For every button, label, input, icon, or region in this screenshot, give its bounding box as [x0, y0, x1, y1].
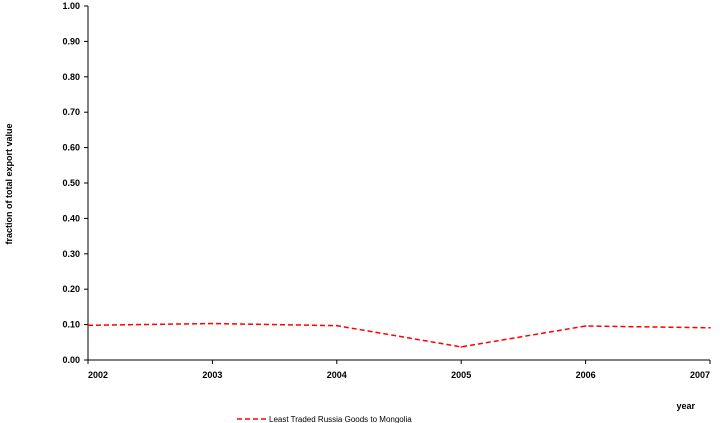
y-tick-label: 0.80 [62, 72, 80, 82]
x-axis-ticks: 2002 2003 2004 2005 2006 2007 [87, 360, 711, 380]
data-point [709, 326, 711, 329]
data-point [584, 325, 587, 327]
data-point [211, 322, 214, 325]
y-tick-label: 0.70 [62, 107, 80, 117]
data-point [87, 324, 89, 327]
y-tick-label: 0.40 [62, 213, 80, 223]
y-axis-title: fraction of total export value [4, 123, 14, 244]
series-line [87, 322, 711, 348]
x-tick-label: 2003 [202, 370, 222, 380]
y-tick-label: 0.20 [62, 284, 80, 294]
x-tick-label: 2004 [327, 370, 347, 380]
y-tick-label: 0.60 [62, 143, 80, 153]
series-layer [87, 322, 711, 348]
y-tick-label: 0.90 [62, 36, 80, 46]
y-tick-label: 1.00 [62, 1, 80, 11]
y-tick-label: 0.30 [62, 249, 80, 259]
data-point [460, 346, 463, 348]
legend: Least Traded Russia Goods to Mongolia [237, 415, 412, 423]
y-axis-ticks: 0.00 0.10 0.20 0.30 0.40 0.50 0.60 0.70 0.80 0.90… [62, 1, 88, 365]
axes [87, 6, 710, 361]
x-tick-label: 2006 [576, 370, 596, 380]
x-tick-label: 2005 [451, 370, 471, 380]
x-axis-title: year [676, 401, 695, 411]
y-tick-label: 0.10 [62, 320, 80, 330]
y-tick-label: 0.50 [62, 178, 80, 188]
x-tick-label: 2002 [88, 370, 108, 380]
legend-label: Least Traded Russia Goods to Mongolia [269, 415, 412, 423]
y-tick-label: 0.00 [62, 355, 80, 365]
x-tick-label: 2007 [690, 370, 710, 380]
data-point [336, 324, 338, 327]
